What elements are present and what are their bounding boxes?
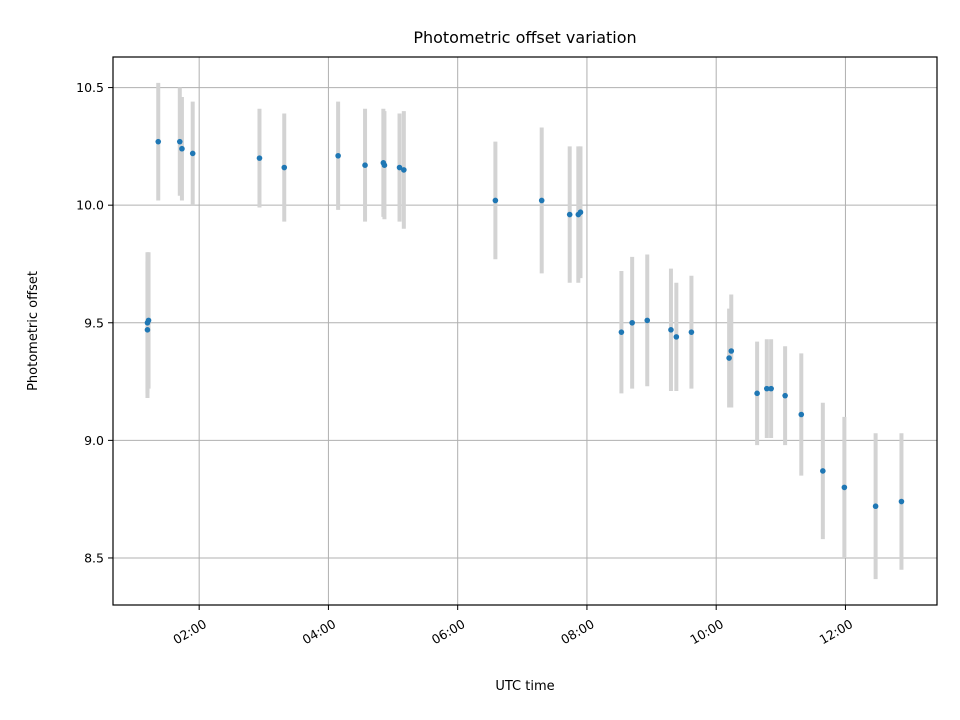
data-point: [492, 197, 499, 204]
data-point: [335, 152, 341, 159]
grid: [113, 57, 937, 605]
y-tick-label: 10.0: [76, 198, 104, 213]
plot-frame: [112, 56, 938, 606]
data-point: [764, 385, 770, 392]
data-point: [145, 317, 152, 324]
data-point: [396, 164, 403, 171]
y-tick-label: 9.5: [84, 315, 104, 330]
chart-title: Photometric offset variation: [413, 28, 636, 47]
y-tick-label: 9.0: [84, 433, 104, 448]
data-point: [618, 329, 625, 335]
data-point: [768, 385, 774, 392]
data-point: [155, 138, 162, 145]
data-point: [841, 484, 848, 491]
data-point: [644, 317, 651, 324]
data-point: [577, 209, 584, 216]
data-point: [726, 355, 732, 361]
data-point: [688, 329, 695, 335]
data-point: [256, 155, 263, 161]
data-point: [798, 411, 805, 418]
data-point: [176, 138, 183, 145]
data-point: [401, 167, 407, 173]
data-point: [629, 319, 635, 326]
data-point: [754, 390, 760, 397]
data-points: [144, 138, 905, 510]
data-point: [728, 348, 735, 354]
data-point: [281, 164, 288, 171]
y-axis-label: Photometric offset: [26, 271, 41, 391]
data-point: [782, 392, 788, 399]
data-point: [189, 150, 196, 157]
y-tick-label: 10.5: [76, 80, 104, 95]
data-point: [668, 327, 674, 333]
data-point: [872, 503, 879, 510]
x-axis-label: UTC time: [495, 679, 554, 694]
data-point: [538, 197, 545, 204]
y-tick-label: 8.5: [84, 550, 104, 565]
data-point: [144, 327, 151, 333]
data-point: [566, 211, 573, 218]
data-point: [820, 468, 826, 474]
data-point: [898, 498, 905, 505]
data-point: [179, 145, 185, 152]
data-point: [673, 334, 680, 340]
data-point: [381, 162, 388, 168]
data-point: [362, 162, 368, 168]
